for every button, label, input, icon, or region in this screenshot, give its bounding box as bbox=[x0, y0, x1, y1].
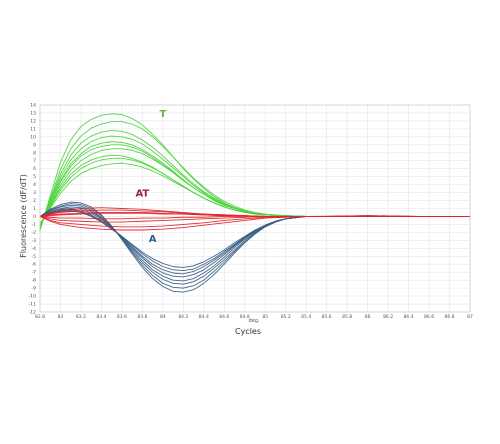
x-tick-label: 86.4 bbox=[404, 314, 414, 320]
y-axis-label: Fluorescence (dF/dT) bbox=[19, 174, 28, 258]
x-tick-label: 82.8 bbox=[35, 314, 45, 320]
series-lines bbox=[39, 113, 471, 293]
y-tick-label: -2 bbox=[32, 230, 37, 236]
x-tick-label: 86.6 bbox=[424, 314, 434, 320]
series-line-at-8 bbox=[39, 212, 471, 217]
x-tick-label: 85.6 bbox=[322, 314, 332, 320]
y-tick-label: 13 bbox=[30, 110, 36, 116]
y-tick-label: 3 bbox=[33, 190, 36, 196]
y-tick-label: -1 bbox=[32, 222, 37, 228]
y-tick-label: 11 bbox=[30, 126, 36, 132]
y-tick-label: -11 bbox=[29, 302, 36, 308]
series-line-a-8 bbox=[39, 210, 471, 268]
y-tick-label: -9 bbox=[32, 286, 37, 292]
plot-frame bbox=[39, 104, 471, 313]
x-tick-label: 83.8 bbox=[137, 314, 147, 320]
annotation-at: AT bbox=[135, 189, 149, 200]
x-tick-label: 83 bbox=[58, 314, 64, 320]
y-tick-label: 14 bbox=[30, 103, 36, 109]
x-tick-label: 84.6 bbox=[219, 314, 229, 320]
annotation-a: A bbox=[149, 234, 157, 245]
y-tick-label: -6 bbox=[32, 262, 37, 268]
annotations: T AT A bbox=[135, 109, 166, 245]
x-tick-label: 84 bbox=[160, 314, 166, 320]
y-tick-label: 6 bbox=[33, 166, 36, 172]
y-tick-label: 0 bbox=[33, 214, 36, 220]
y-tick-label: -3 bbox=[32, 238, 37, 244]
x-tick-label: 87 bbox=[467, 314, 473, 320]
x-tick-label: 86.8 bbox=[445, 314, 455, 320]
y-tick-label: -8 bbox=[32, 278, 37, 284]
x-tick-label: 86 bbox=[365, 314, 371, 320]
annotation-t: T bbox=[159, 109, 166, 120]
y-tick-label: -5 bbox=[32, 254, 37, 260]
x-tick-label: 85 bbox=[262, 314, 268, 320]
x-tick-label: 84.2 bbox=[178, 314, 188, 320]
y-tick-label: 8 bbox=[33, 150, 36, 156]
x-tick-label: 84.8 bbox=[240, 314, 250, 320]
x-axis-label: Cycles bbox=[235, 327, 261, 336]
y-tick-label: -7 bbox=[32, 270, 37, 276]
x-tick-label: 83.6 bbox=[117, 314, 127, 320]
y-tick-label: 1 bbox=[33, 206, 36, 212]
y-tick-label: -10 bbox=[29, 294, 36, 300]
x-unit-label: deg. bbox=[248, 318, 259, 324]
y-tick-label: 7 bbox=[33, 158, 36, 164]
axes: 14131211109876543210-1-2-3-4-5-6-7-8-9-1… bbox=[29, 103, 473, 321]
grid bbox=[39, 104, 471, 313]
x-tick-label: 84.4 bbox=[199, 314, 209, 320]
y-tick-label: -12 bbox=[29, 310, 36, 316]
x-tick-label: 83.2 bbox=[76, 314, 86, 320]
y-tick-label: 2 bbox=[33, 198, 36, 204]
x-tick-label: 85.2 bbox=[281, 314, 291, 320]
y-tick-label: 9 bbox=[33, 142, 36, 148]
y-tick-label: 12 bbox=[30, 118, 36, 124]
y-tick-label: 4 bbox=[33, 182, 36, 188]
y-tick-label: 10 bbox=[30, 134, 36, 140]
x-tick-label: 86.2 bbox=[383, 314, 393, 320]
x-tick-label: 83.4 bbox=[96, 314, 106, 320]
series-line-t-10 bbox=[39, 162, 471, 225]
y-tick-label: 5 bbox=[33, 174, 36, 180]
x-tick-label: 85.8 bbox=[342, 314, 352, 320]
y-tick-label: -4 bbox=[32, 246, 37, 252]
x-tick-label: 85.4 bbox=[301, 314, 311, 320]
